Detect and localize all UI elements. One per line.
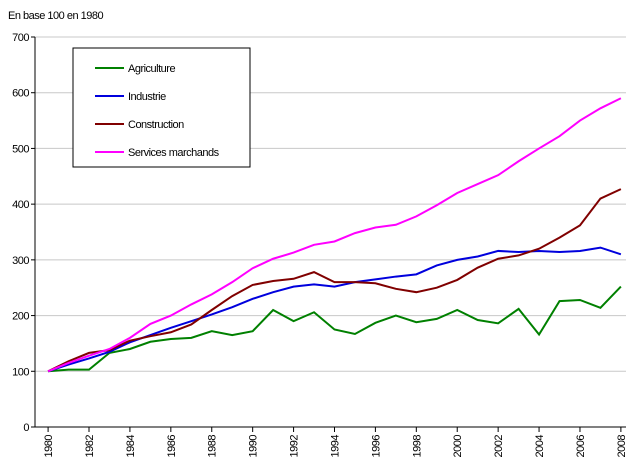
x-tick-label: 1988 [207, 435, 219, 458]
legend-label: Construction [128, 119, 184, 131]
y-tick-label: 300 [12, 255, 29, 267]
y-tick-label: 500 [12, 143, 29, 155]
series-line [47, 188, 622, 373]
legend-label: Services marchands [128, 147, 220, 159]
x-tick-label: 1990 [248, 435, 260, 458]
x-tick-label: 1984 [125, 435, 137, 458]
x-tick-label: 1994 [329, 435, 341, 458]
x-tick-label: 2006 [575, 435, 587, 458]
x-tick-label: 2004 [534, 435, 546, 458]
chart-title: En base 100 en 1980 [8, 10, 103, 22]
series-line [47, 246, 622, 373]
series-line [47, 97, 622, 373]
x-tick-label: 1996 [370, 435, 382, 458]
x-tick-label: 2002 [493, 435, 505, 458]
y-tick-label: 100 [12, 366, 29, 378]
x-tick-label: 1998 [411, 435, 423, 458]
legend-box [72, 47, 251, 168]
y-tick-label: 700 [12, 32, 29, 44]
legend-label: Agriculture [128, 63, 175, 75]
series-line [48, 285, 622, 373]
y-tick-label: 400 [12, 199, 29, 211]
y-tick-label: 0 [23, 422, 29, 434]
legend-label: Industrie [128, 91, 166, 103]
x-tick-label: 1980 [43, 435, 55, 458]
x-tick-label: 2008 [616, 435, 628, 458]
y-tick-label: 200 [12, 311, 29, 323]
y-tick-label: 600 [12, 88, 29, 100]
x-tick-label: 1992 [289, 435, 301, 458]
x-tick-label: 1986 [166, 435, 178, 458]
x-tick-label: 2000 [452, 435, 464, 458]
x-tick-label: 1982 [84, 435, 96, 458]
